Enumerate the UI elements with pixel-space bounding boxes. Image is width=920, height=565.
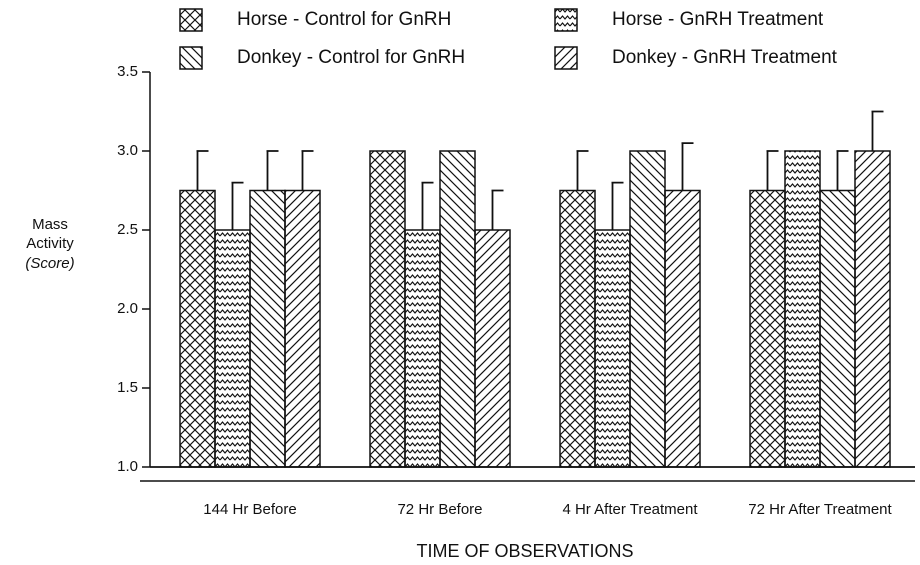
legend-swatch	[179, 8, 203, 32]
bar	[819, 189, 856, 468]
bar	[179, 189, 216, 468]
bar	[559, 189, 596, 468]
x-tick-label: 72 Hr After Treatment	[748, 501, 892, 518]
y-tick-label: 1.0	[117, 458, 138, 475]
bar	[854, 150, 891, 468]
error-bar	[491, 189, 504, 230]
x-tick-label: 4 Hr After Treatment	[562, 501, 698, 518]
bar	[214, 229, 251, 468]
error-bar	[231, 181, 244, 230]
legend-label: Horse - GnRH Treatment	[612, 9, 824, 30]
bar	[439, 150, 476, 468]
x-axis-label: TIME OF OBSERVATIONS	[416, 541, 633, 561]
error-bar	[576, 150, 589, 191]
bar	[594, 229, 631, 468]
legend-label: Donkey - GnRH Treatment	[612, 47, 838, 68]
bar	[249, 189, 286, 468]
error-bar	[681, 142, 694, 191]
legend-swatch	[179, 46, 203, 70]
y-axis-label: Mass	[32, 216, 68, 233]
bar	[474, 229, 511, 468]
y-axis-unit: (Score)	[25, 255, 74, 272]
error-bar	[421, 181, 434, 230]
y-tick-label: 2.0	[117, 300, 138, 317]
y-tick-label: 3.0	[117, 142, 138, 159]
legend-label: Donkey - Control for GnRH	[237, 47, 465, 68]
y-tick-label: 3.5	[117, 63, 138, 80]
bar	[404, 229, 441, 468]
error-bar	[301, 150, 314, 191]
error-bar	[766, 150, 779, 191]
y-axis-label: Activity	[26, 235, 74, 252]
bar	[664, 189, 701, 468]
bar	[629, 150, 666, 468]
error-bar	[611, 181, 624, 230]
bar	[284, 189, 321, 468]
bar	[369, 150, 406, 468]
bar	[784, 150, 821, 468]
bar	[749, 189, 786, 468]
x-tick-label: 72 Hr Before	[397, 501, 482, 518]
y-tick-label: 2.5	[117, 221, 138, 238]
x-tick-label: 144 Hr Before	[203, 501, 296, 518]
y-tick-label: 1.5	[117, 379, 138, 396]
error-bar	[266, 150, 279, 191]
legend-label: Horse - Control for GnRH	[237, 9, 451, 30]
legend-swatch	[554, 8, 578, 32]
legend-swatch	[554, 46, 578, 70]
error-bar	[196, 150, 209, 191]
error-bar	[836, 150, 849, 191]
error-bar	[871, 110, 884, 151]
